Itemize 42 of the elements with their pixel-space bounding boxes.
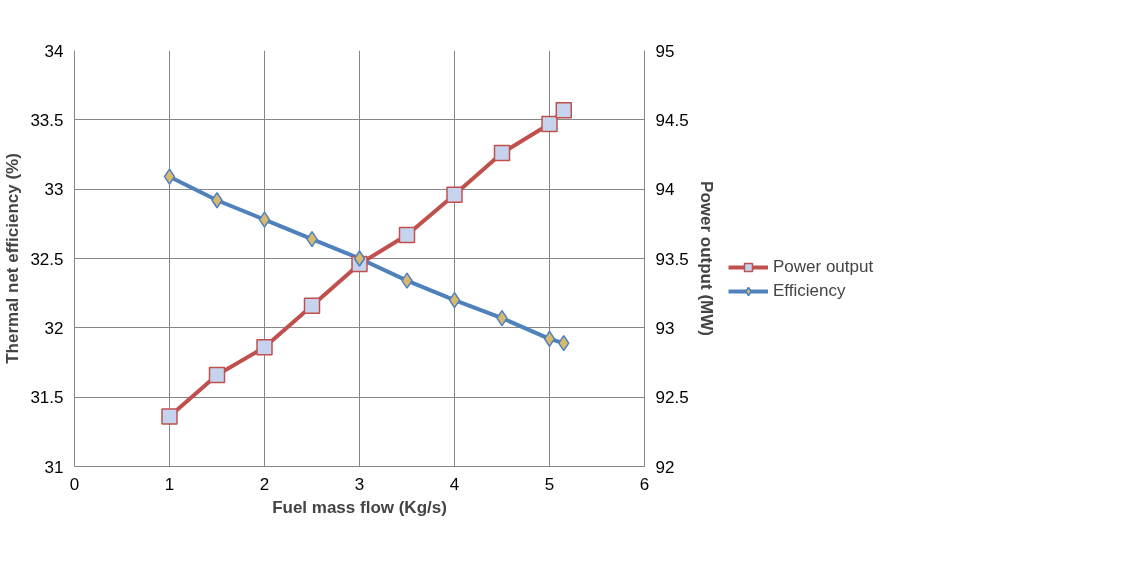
point xyxy=(303,297,321,314)
x-tick-label: 5 xyxy=(544,474,555,494)
point xyxy=(541,115,558,133)
legend-label: Power output xyxy=(773,256,874,277)
x-tick-label: 6 xyxy=(639,474,650,494)
y-tick-label: 34 xyxy=(44,41,64,61)
y2-tick-label: 93 xyxy=(655,318,675,338)
y2-axis-title: Power output (MW) xyxy=(696,181,716,336)
point xyxy=(543,330,556,348)
y-tick-label: 32 xyxy=(44,318,64,338)
point xyxy=(555,101,572,119)
point xyxy=(493,144,511,162)
point xyxy=(163,168,176,185)
y-tick-label: 33 xyxy=(44,180,64,200)
x-tick-label: 1 xyxy=(164,474,175,494)
point xyxy=(161,408,178,425)
y-axis-title: Thermal net efficiency (%) xyxy=(3,153,23,364)
y-tick-label: 31 xyxy=(44,457,64,477)
x-tick-label: 2 xyxy=(259,474,270,494)
y2-tick-label: 92.5 xyxy=(655,388,689,408)
y2-tick-label: 94 xyxy=(655,180,675,200)
point xyxy=(448,291,461,309)
y-tick-label: 31.5 xyxy=(30,388,64,408)
x-tick-label: 0 xyxy=(69,474,80,494)
point xyxy=(446,186,463,203)
y-tick-label: 33.5 xyxy=(30,110,64,130)
x-axis-title: Fuel mass flow (Kg/s) xyxy=(272,497,447,517)
x-tick-label: 4 xyxy=(449,474,460,494)
y2-tick-label: 94.5 xyxy=(655,110,689,130)
point xyxy=(256,339,273,356)
y2-tick-label: 95 xyxy=(655,41,675,61)
point xyxy=(353,250,366,267)
y-tick-label: 32.5 xyxy=(30,249,64,269)
y2-tick-label: 92 xyxy=(655,457,675,477)
legend-label: Efficiency xyxy=(773,280,846,301)
point xyxy=(258,211,271,228)
point xyxy=(401,272,413,289)
y2-tick-label: 93.5 xyxy=(655,249,689,269)
point xyxy=(211,192,223,209)
point xyxy=(398,226,416,244)
point xyxy=(208,366,226,384)
x-tick-label: 3 xyxy=(354,474,365,494)
